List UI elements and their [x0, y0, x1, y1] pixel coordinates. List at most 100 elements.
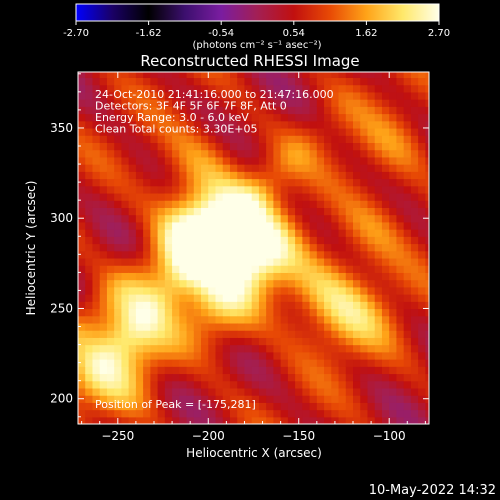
heatmap-pixel — [208, 257, 217, 266]
heatmap-pixel — [353, 416, 361, 424]
heatmap-pixel — [316, 286, 325, 295]
heatmap-pixel — [157, 214, 166, 223]
heatmap-pixel — [360, 308, 369, 317]
heatmap-pixel — [229, 99, 238, 107]
heatmap-pixel — [374, 308, 383, 317]
heatmap-pixel — [410, 192, 419, 201]
heatmap-pixel — [128, 164, 137, 172]
heatmap-pixel — [403, 99, 412, 107]
heatmap-pixel — [114, 272, 123, 281]
heatmap-pixel — [128, 308, 137, 317]
heatmap-pixel — [251, 351, 260, 360]
heatmap-pixel — [410, 402, 419, 411]
heatmap-pixel — [99, 178, 108, 187]
heatmap-pixel — [164, 185, 173, 194]
heatmap-pixel — [353, 127, 361, 136]
heatmap-pixel — [324, 250, 332, 259]
heatmap-pixel — [244, 330, 253, 338]
heatmap-pixel — [345, 359, 354, 367]
heatmap-pixel — [324, 416, 332, 424]
heatmap-pixel — [157, 402, 166, 411]
heatmap-pixel — [302, 207, 311, 216]
heatmap-pixel — [302, 272, 311, 281]
heatmap-pixel — [92, 351, 101, 360]
heatmap-pixel — [222, 135, 231, 143]
heatmap-pixel — [150, 250, 159, 259]
heatmap-pixel — [309, 337, 318, 346]
heatmap-pixel — [229, 72, 238, 79]
heatmap-pixel — [367, 142, 376, 151]
heatmap-pixel — [164, 229, 173, 237]
heatmap-pixel — [338, 185, 347, 194]
heatmap-pixel — [287, 77, 296, 86]
heatmap-pixel — [367, 236, 376, 245]
heatmap-pixel — [367, 395, 376, 403]
heatmap-pixel — [389, 142, 398, 151]
heatmap-pixel — [106, 164, 115, 172]
heatmap-pixel — [374, 214, 383, 223]
heatmap-pixel — [389, 214, 398, 223]
heatmap-pixel — [403, 337, 412, 346]
heatmap-pixel — [251, 286, 260, 295]
heatmap-pixel — [150, 265, 159, 273]
heatmap-pixel — [237, 402, 246, 411]
heatmap-pixel — [128, 99, 137, 107]
heatmap-pixel — [121, 337, 130, 346]
heatmap-pixel — [418, 185, 426, 194]
heatmap-pixel — [316, 135, 325, 143]
heatmap-pixel — [222, 337, 231, 346]
heatmap-pixel — [309, 279, 318, 288]
heatmap-pixel — [410, 322, 419, 331]
heatmap-pixel — [150, 99, 159, 107]
heatmap-pixel — [403, 164, 412, 172]
heatmap-pixel — [150, 207, 159, 216]
heatmap-pixel — [316, 120, 325, 129]
heatmap-pixel — [128, 178, 137, 187]
heatmap-pixel — [374, 200, 383, 208]
colorbar — [75, 3, 440, 22]
heatmap-pixel — [78, 221, 86, 230]
heatmap-pixel — [78, 387, 86, 396]
heatmap-pixel — [360, 359, 369, 367]
heatmap-pixel — [396, 149, 405, 158]
heatmap-pixel — [403, 236, 412, 245]
heatmap-pixel — [389, 77, 398, 86]
heatmap-pixel — [324, 91, 332, 100]
heatmap-pixel — [309, 171, 318, 180]
heatmap-pixel — [324, 402, 332, 411]
heatmap-pixel — [324, 156, 332, 165]
heatmap-pixel — [425, 91, 429, 100]
heatmap-pixel — [150, 164, 159, 172]
heatmap-pixel — [338, 294, 347, 302]
heatmap-pixel — [425, 77, 429, 86]
heatmap-pixel — [157, 99, 166, 107]
heatmap-pixel — [295, 99, 303, 107]
heatmap-pixel — [244, 308, 253, 317]
heatmap-pixel — [251, 279, 260, 288]
heatmap-pixel — [331, 192, 340, 201]
heatmap-pixel — [85, 127, 94, 136]
heatmap-pixel — [251, 178, 260, 187]
heatmap-pixel — [331, 366, 340, 375]
heatmap-pixel — [403, 72, 412, 79]
heatmap-pixel — [396, 192, 405, 201]
heatmap-pixel — [186, 72, 195, 79]
heatmap-pixel — [302, 200, 311, 208]
heatmap-pixel — [410, 127, 419, 136]
heatmap-pixel — [287, 359, 296, 367]
heatmap-pixel — [403, 373, 412, 382]
heatmap-pixel — [251, 387, 260, 396]
heatmap-pixel — [143, 127, 151, 136]
heatmap-pixel — [237, 359, 246, 367]
heatmap-pixel — [309, 402, 318, 411]
heatmap-pixel — [150, 402, 159, 411]
heatmap-pixel — [280, 156, 289, 165]
heatmap-pixel — [258, 171, 267, 180]
heatmap-pixel — [208, 301, 217, 310]
heatmap-pixel — [193, 373, 202, 382]
heatmap-pixel — [215, 207, 224, 216]
heatmap-pixel — [186, 185, 195, 194]
heatmap-pixel — [215, 142, 224, 151]
heatmap-pixel — [85, 315, 94, 324]
heatmap-pixel — [338, 149, 347, 158]
